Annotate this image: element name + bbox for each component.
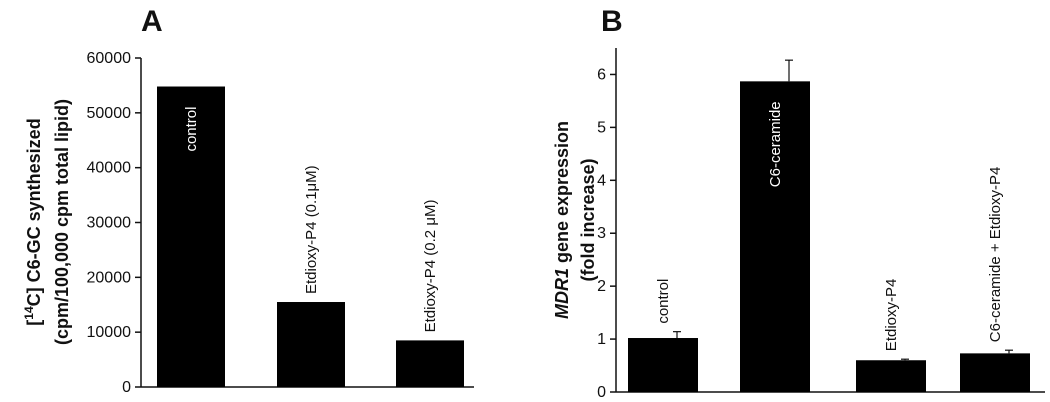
- panel-b-y-label-italic: MDR1: [552, 268, 572, 319]
- panel-a-bars: control Etdioxy-P4 (0.1μM) Etdioxy-P4 (0.2…: [157, 86, 464, 387]
- panel-b-y-tick-label: 2: [597, 278, 606, 295]
- panel-b-y-tick-label: 0: [597, 384, 606, 401]
- panel-b-bar-0: [628, 338, 698, 392]
- panel-a-bar-1: [277, 302, 345, 387]
- panel-a-y-label-superscript: 14: [22, 306, 36, 320]
- panel-a-bar-label-0: control: [183, 107, 200, 152]
- panel-a-bar-label-2: Etdioxy-P4 (0.2 μM): [422, 200, 439, 333]
- panel-a-letter: A: [141, 5, 163, 38]
- panel-a-y-tick-label: 60000: [87, 50, 132, 67]
- panel-a-y-axis-label: [14C] C6-GC synthesized: [22, 118, 44, 325]
- panel-b-bar-label-0: control: [655, 279, 672, 324]
- panel-b-y-axis-label-line2: (fold increase): [578, 158, 598, 281]
- panel-b-y-axis-label: MDR1 gene expression: [552, 121, 572, 319]
- panel-a-y-label-line1: C] C6-GC synthesized: [24, 118, 44, 306]
- panel-a-y-tick-label: 10000: [87, 324, 132, 341]
- panel-b-bars: control C6-ceramide Etdioxy-P4 C6-ceramide …: [628, 59, 1030, 392]
- panel-a-y-tick-label: 30000: [87, 215, 132, 232]
- panel-b-bar-2: [856, 360, 926, 392]
- panel-a-y-label-prefix: [: [24, 320, 44, 326]
- panel-b-bar-label-1: C6-ceramide: [767, 101, 784, 187]
- panel-b-bar-label-2: Etdioxy-P4: [883, 279, 900, 352]
- panel-a-bar-2: [396, 340, 464, 387]
- panel-b-y-tick-label: 1: [597, 331, 606, 348]
- panel-b-y-label-line1: gene expression: [552, 121, 572, 268]
- panel-a-bar-chart: A [14C] C6-GC synthesized (cpm/100,000 c…: [22, 5, 474, 396]
- panel-b-bar-chart: B MDR1 gene expression (fold increase) 0…: [552, 5, 1045, 401]
- panel-a-y-tick-label: 0: [122, 379, 131, 396]
- panel-a-axes: 0 10000 20000 30000 40000 50000 60000: [87, 50, 474, 396]
- panel-b-bar-3: [960, 353, 1030, 392]
- panel-b-y-tick-label: 3: [597, 225, 606, 242]
- panel-b-y-tick-label: 4: [597, 172, 606, 189]
- panel-b-bar-label-3: C6-ceramide + Etdioxy-P4: [987, 167, 1004, 343]
- panel-b-bar-1: [740, 81, 810, 392]
- panel-a-y-tick-label: 50000: [87, 105, 132, 122]
- panel-a-y-tick-label: 40000: [87, 160, 132, 177]
- panel-a-y-tick-label: 20000: [87, 269, 132, 286]
- panel-a-bar-label-1: Etdioxy-P4 (0.1μM): [303, 165, 320, 294]
- panel-b-y-tick-label: 6: [597, 66, 606, 83]
- panel-b-letter: B: [601, 5, 623, 38]
- panel-a-y-axis-label-line2: (cpm/100,000 cpm total lipid): [52, 99, 72, 345]
- panel-a-bar-0: [157, 86, 225, 387]
- panel-b-y-tick-label: 5: [597, 119, 606, 136]
